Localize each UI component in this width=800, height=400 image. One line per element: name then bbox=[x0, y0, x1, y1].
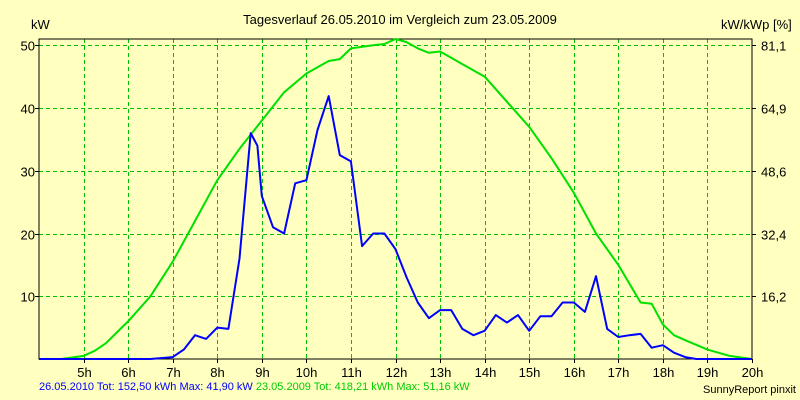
y-left-tick-label: 10 bbox=[21, 290, 35, 305]
x-tick-label: 17h bbox=[608, 365, 630, 380]
y-left-tick-label: 40 bbox=[21, 102, 35, 117]
x-tick-label: 5h bbox=[77, 365, 91, 380]
x-tick-label: 13h bbox=[430, 365, 452, 380]
x-tick-label: 11h bbox=[341, 365, 362, 380]
x-tick-label: 12h bbox=[386, 365, 408, 380]
series-line-26-05-2010 bbox=[39, 95, 752, 360]
x-tick-label: 10h bbox=[296, 365, 318, 380]
ticks-layer: 5h 6h 7h 8h 9h 10h 11h 12h 13h 14h 15h 16h 17h 18h 19h… bbox=[21, 39, 787, 381]
series-layer bbox=[39, 38, 753, 360]
y-right-tick-label: 32,4 bbox=[761, 228, 786, 243]
x-tick-label: 8h bbox=[210, 365, 224, 380]
y-left-tick-label: 50 bbox=[21, 39, 35, 54]
x-tick-label: 15h bbox=[519, 365, 541, 380]
y-right-tick-label: 81,1 bbox=[761, 39, 786, 54]
y-right-tick-label: 64,9 bbox=[761, 102, 786, 117]
plot-frame bbox=[38, 38, 753, 360]
x-tick-label: 14h bbox=[475, 365, 497, 380]
credit-text: SunnyReport pinxit bbox=[703, 384, 796, 396]
footer-summary: 26.05.2010 Tot: 152,50 kWh Max: 41,90 kW… bbox=[39, 381, 470, 393]
x-tick-label: 19h bbox=[697, 365, 719, 380]
series2-summary: 23.05.2009 Tot: 418,21 kWh Max: 51,16 kW bbox=[255, 381, 470, 393]
x-tick-label: 7h bbox=[166, 365, 180, 380]
series1-summary: 26.05.2010 Tot: 152,50 kWh Max: 41,90 kW bbox=[39, 381, 253, 393]
x-tick-label: 18h bbox=[653, 365, 675, 380]
x-tick-label: 9h bbox=[255, 365, 269, 380]
x-tick-label: 20h bbox=[742, 365, 764, 380]
series-line-23-05-2009 bbox=[39, 38, 753, 360]
x-tick-label: 6h bbox=[121, 365, 135, 380]
y-right-tick-label: 48,6 bbox=[761, 165, 786, 180]
chart-title: Tagesverlauf 26.05.2010 im Vergleich zum… bbox=[243, 12, 557, 27]
y-right-axis-label: kW/kWp [%] bbox=[721, 17, 792, 32]
y-left-tick-label: 30 bbox=[21, 165, 35, 180]
y-right-tick-label: 16,2 bbox=[761, 290, 786, 305]
x-tick-label: 16h bbox=[564, 365, 586, 380]
grid bbox=[39, 39, 752, 359]
y-left-axis-label: kW bbox=[31, 17, 51, 32]
y-left-tick-label: 20 bbox=[21, 228, 35, 243]
